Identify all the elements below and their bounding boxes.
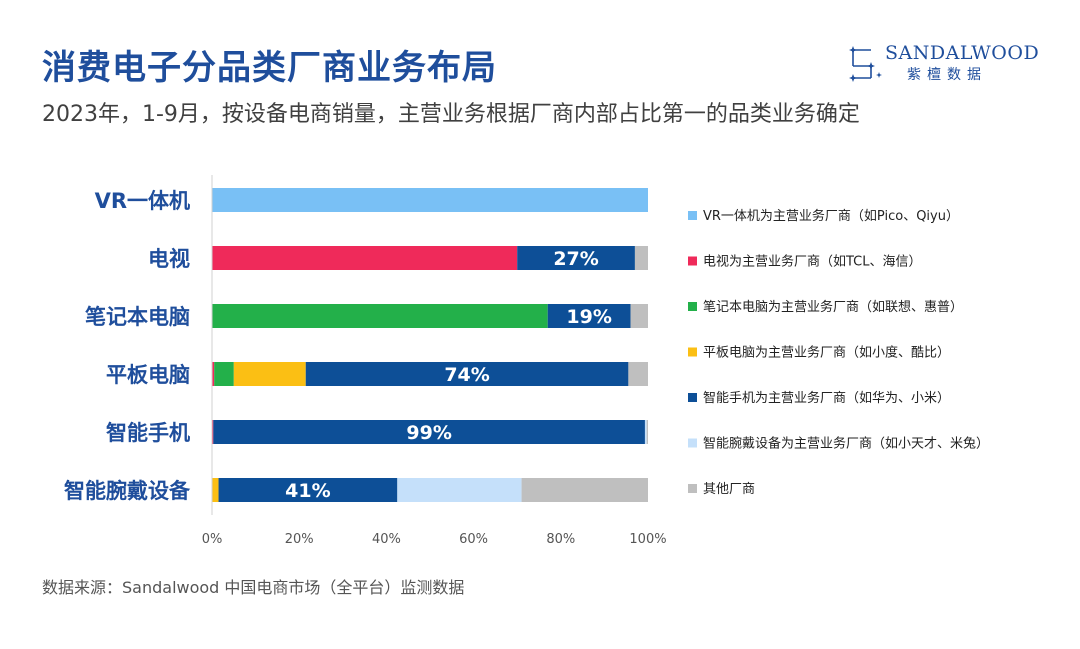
bar-segment xyxy=(214,362,234,386)
legend-entry: 电视为主营业务厂商（如TCL、海信） xyxy=(703,254,922,270)
bar-segment xyxy=(517,246,635,270)
data-label: 41% xyxy=(285,480,330,502)
x-tick-label: 0% xyxy=(202,532,223,547)
legend-entry: 智能手机为主营业务厂商（如华为、小米） xyxy=(703,390,950,406)
bar-segment xyxy=(212,362,215,386)
category-label: 平板电脑 xyxy=(106,363,190,387)
bar-segment xyxy=(305,362,629,386)
brand-logo: SANDALWOOD 紫檀数据 xyxy=(845,42,1045,86)
bar-segment xyxy=(397,478,522,502)
data-label: 19% xyxy=(566,306,611,328)
legend-swatch xyxy=(688,302,697,311)
page-title: 消费电子分品类厂商业务布局 xyxy=(42,48,497,88)
bar-segment xyxy=(212,246,518,270)
category-label: 电视 xyxy=(148,247,190,271)
data-label: 27% xyxy=(553,248,598,270)
bar-segment xyxy=(212,188,648,212)
bar-segment xyxy=(628,362,648,386)
bar-segment xyxy=(218,478,398,502)
x-tick-label: 100% xyxy=(629,532,666,547)
data-source-note: 数据来源：Sandalwood 中国电商市场（全平台）监测数据 xyxy=(42,578,465,597)
category-label: VR一体机 xyxy=(95,189,190,213)
bar-segment xyxy=(233,362,306,386)
legend-entry: VR一体机为主营业务厂商（如Pico、Qiyu） xyxy=(703,208,959,224)
legend-swatch xyxy=(688,347,697,357)
logo-name-cn: 紫檀数据 xyxy=(907,67,987,83)
legend-entry: 笔记本电脑为主营业务厂商（如联想、惠普） xyxy=(703,299,963,315)
legend-entry: 智能腕戴设备为主营业务厂商（如小天才、米兔） xyxy=(703,436,989,452)
data-label: 74% xyxy=(444,364,489,386)
legend-swatch xyxy=(688,211,697,220)
bar-segment xyxy=(212,304,548,328)
bar-segment xyxy=(212,420,214,444)
bar-segment xyxy=(644,420,647,444)
data-label: 99% xyxy=(406,422,451,444)
x-tick-label: 80% xyxy=(546,532,575,547)
category-label: 笔记本电脑 xyxy=(85,305,190,329)
page-subtitle: 2023年，1-9月，按设备电商销量，主营业务根据厂商内部占比第一的品类业务确定 xyxy=(42,102,860,127)
x-tick-label: 60% xyxy=(459,532,488,547)
legend-swatch xyxy=(688,438,697,448)
category-label: 智能手机 xyxy=(106,421,190,445)
bar-segment xyxy=(212,478,219,502)
category-label: 智能腕戴设备 xyxy=(64,479,191,503)
bar-segment xyxy=(521,478,648,502)
bar-segment xyxy=(634,246,648,270)
bar-segment xyxy=(547,304,631,328)
legend-swatch xyxy=(688,484,697,493)
sandalwood-logo-icon xyxy=(849,46,882,82)
legend-entry: 其他厂商 xyxy=(703,482,755,497)
x-tick-label: 20% xyxy=(285,532,314,547)
bar-segment xyxy=(630,304,648,328)
logo-name-en: SANDALWOOD xyxy=(885,42,1040,64)
legend-swatch xyxy=(688,393,697,402)
bar-segment xyxy=(646,420,648,444)
legend-swatch xyxy=(688,256,697,266)
legend-entry: 平板电脑为主营业务厂商（如小度、酷比） xyxy=(703,345,950,361)
x-tick-label: 40% xyxy=(372,532,401,547)
bar-segment xyxy=(213,420,645,444)
